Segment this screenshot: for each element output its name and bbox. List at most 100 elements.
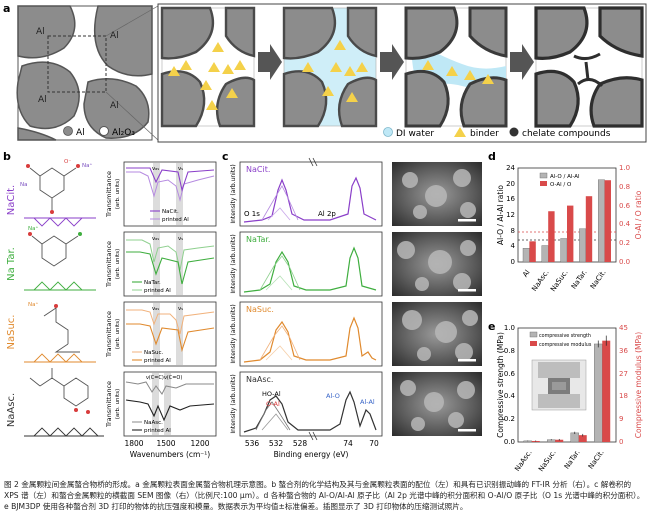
bar-compressive-modulus-1 — [555, 439, 564, 442]
ytick: 1.0 — [619, 164, 630, 172]
peak-label: νₛ — [178, 166, 183, 172]
legend-swatch — [539, 172, 548, 179]
ytick: 16 — [506, 195, 515, 203]
svg-text:NaTar.: NaTar. — [144, 280, 161, 286]
legend-label: compressive strength — [539, 333, 591, 339]
step-4 — [534, 6, 644, 128]
ftir-ylabel: Transmittance — [105, 311, 113, 358]
ftir-yunit: (arb. units) — [115, 249, 121, 279]
ytick: 1.0 — [504, 324, 515, 332]
zoom-box — [47, 35, 107, 93]
ytick: 24 — [506, 164, 515, 172]
legend-water: DI water — [396, 129, 434, 139]
water-swatch-icon — [383, 127, 393, 137]
chart-d-ylabel-left: Al-O / Al-Al ratio — [496, 185, 505, 245]
legend-label: Al-O / Al-Al — [550, 174, 580, 180]
xps-label: NaTar. — [246, 235, 270, 244]
chart-d-bars — [522, 179, 611, 263]
bar-compressive-modulus-2 — [578, 435, 587, 442]
arrow-icon — [258, 44, 282, 80]
panel-letter: d — [488, 150, 496, 163]
chart-e-yticks-right: 0 9 18 27 36 45 — [619, 324, 628, 446]
svg-text:printed Al: printed Al — [162, 217, 189, 223]
arrow-icon — [380, 44, 404, 80]
chart-e-ylabel-right: Compressive modulus (MPa) — [634, 332, 643, 438]
ftir-yunit: (arb. units) — [115, 179, 121, 209]
peak-label: νₐₛ — [152, 166, 159, 172]
chart-e-yticks-left: 0.0 0.2 0.4 0.6 0.8 1.0 — [504, 324, 516, 446]
ftir-xtick: 1800 — [124, 439, 143, 448]
zoom-line — [105, 5, 159, 37]
ytick: 45 — [619, 324, 628, 332]
bar-o-al-o-2 — [567, 205, 574, 262]
ytick: 0.4 — [504, 392, 516, 400]
svg-text:NaSuc.: NaSuc. — [144, 350, 163, 356]
ann-alo: Al-O — [326, 392, 340, 400]
ftir-xtick: 1500 — [156, 439, 175, 448]
figure-caption: 图 2 金属颗粒间金属螯合物桥的形成。a 金属颗粒表面金属螯合物机理示意图。b … — [4, 480, 645, 511]
peak-label: νₛ — [178, 306, 183, 312]
chart-d-yticks-right: 0.0 0.2 0.4 0.6 0.8 1.0 — [619, 164, 631, 266]
chart-e-ylabel-left: Compressive strength (MPa) — [496, 332, 505, 438]
ftir-legend-1: NaCit. printed Al — [150, 209, 189, 223]
panel-d: d 0 4 8 12 16 20 24 0.0 0.2 0.4 0.6 0.8 … — [488, 150, 643, 293]
ftir-legend-4: NaAsc. printed Al — [132, 420, 171, 434]
bar-compressive-strength-3 — [594, 343, 603, 443]
ion-label: O⁻ — [64, 159, 71, 165]
peak-label: ν(C=O) — [164, 375, 182, 381]
ftir-yunit: (arb. units) — [115, 319, 121, 349]
chart-d-ylabel-right: O-Al / O ratio — [634, 190, 643, 239]
panel-letter: c — [222, 150, 229, 163]
ftir-ylabel: Transmittance — [105, 241, 113, 288]
ion-label: Na — [20, 182, 28, 188]
panel-a: a Al Al Al Al — [3, 2, 647, 143]
bar-o-al-o-4 — [604, 180, 611, 262]
ytick: 12 — [506, 211, 515, 219]
xps-ylabel: Intensity (arb.units) — [230, 374, 237, 433]
panel-c: c NaCit. NaTar. NaSuc. NaAsc. O 1s Al 2p — [222, 150, 482, 459]
svg-text:printed Al: printed Al — [144, 288, 171, 294]
ytick: 20 — [506, 180, 515, 188]
category-label: NaTar. — [563, 449, 582, 471]
structure-nasuc — [24, 304, 96, 363]
bar-al-o-al-al-2 — [560, 238, 568, 263]
svg-text:printed Al: printed Al — [144, 428, 171, 434]
ytick: 36 — [619, 347, 628, 355]
panel-a-legend: Al Al₂O₃ DI water binder chelate compoun… — [63, 126, 611, 139]
xps-ylabel: Intensity (arb.units) — [230, 164, 237, 223]
ann-oal: O-Al — [266, 400, 280, 408]
step-3 — [404, 6, 508, 128]
panel-letter: b — [3, 150, 11, 163]
bar-o-al-o-3 — [585, 196, 593, 262]
bar-al-o-al-al-4 — [598, 179, 605, 263]
ftir-yunit: (arb. units) — [115, 389, 121, 419]
compound-label-naasc: NaAsc. — [6, 393, 17, 427]
peak-label: νₐₛ — [152, 306, 159, 312]
panel-b: b NaCit. Na Tar. NaSuc. NaAsc. Na⁺ O⁻ Na… — [3, 150, 217, 459]
category-label: NaSuc. — [549, 269, 570, 294]
chart-e-xlabels: NaAsc. NaSuc. NaTar. NaCit. — [513, 449, 605, 474]
bar-compressive-modulus-3 — [602, 340, 611, 442]
xps-xtick: 532 — [269, 439, 284, 448]
sem-images — [392, 162, 482, 436]
ytick: 0.6 — [504, 370, 516, 378]
structure-naasc — [24, 368, 104, 437]
ytick: 0 — [511, 258, 515, 266]
al-swatch-icon — [63, 126, 73, 136]
ftir-plots: νₐₛ νₛ νₐₛ νₛ νₐₛ νₛ ν(C=C) ν(C=O) NaCit… — [105, 161, 217, 459]
step-2 — [282, 6, 378, 128]
compression-test-photo — [531, 359, 587, 411]
compound-label-natar: Na Tar. — [6, 247, 17, 281]
panel-letter: a — [3, 2, 10, 15]
category-label: NaTar. — [570, 269, 589, 291]
ftir-ylabel: Transmittance — [105, 171, 113, 218]
legend-al: Al — [76, 128, 85, 138]
ion-label: Na⁺ — [28, 225, 38, 232]
xps-ylabel: Intensity (arb.units) — [230, 234, 237, 293]
ytick: 9 — [619, 415, 623, 423]
bar-al-o-al-al-3 — [579, 228, 587, 263]
legend-binder: binder — [470, 129, 499, 139]
xps-xlabel: Binding energy (eV) — [274, 450, 349, 459]
category-label: NaAsc. — [513, 449, 533, 473]
